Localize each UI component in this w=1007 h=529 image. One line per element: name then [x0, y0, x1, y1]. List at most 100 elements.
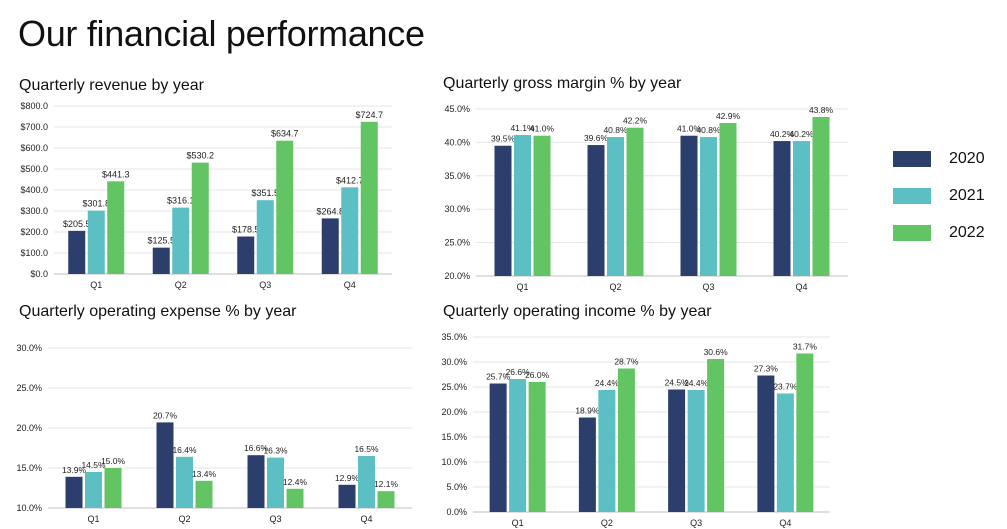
bar-q2-2021 [598, 390, 616, 512]
data-label-q2-2020: 39.6% [584, 133, 609, 143]
y-tick-label: 20.0% [441, 407, 467, 417]
x-tick-label-q1: Q1 [516, 282, 528, 292]
page-title: Our financial performance [18, 13, 425, 54]
data-label-q3-2020: 41.0% [677, 124, 702, 134]
y-tick-label: 20.0% [444, 271, 470, 281]
bar-q2-2022 [626, 127, 644, 276]
y-tick-label: $200.0 [20, 227, 48, 237]
legend-swatch-2020 [893, 150, 931, 167]
data-label-q4-2020: 27.3% [754, 364, 779, 374]
revenue-chart: $0.0 $100.0 $200.0 $300.0 $400.0 $500.0 $600.0… [20, 101, 392, 290]
bar-q3-2022 [707, 359, 725, 512]
y-tick-label: 30.0% [444, 204, 470, 214]
y-tick-label: $700.0 [20, 122, 48, 132]
x-tick-label-q3: Q3 [702, 282, 714, 292]
data-label-q2-2020: $125.5 [147, 236, 175, 246]
data-label-q2-2021: 40.8% [603, 125, 628, 135]
x-tick-label-q4: Q4 [344, 280, 356, 290]
data-label-q1-2021: 41.1% [510, 123, 535, 133]
y-tick-label: 20.0% [16, 423, 42, 433]
bar-q4-2022 [796, 353, 814, 512]
data-label-q1-2020: $205.5 [63, 219, 91, 229]
bar-q4-2022 [812, 117, 830, 277]
bar-q1-2022 [533, 135, 551, 276]
x-tick-label-q1: Q1 [90, 280, 102, 290]
data-label-q4-2022: 31.7% [793, 342, 818, 352]
bar-q2-2022 [195, 480, 213, 508]
bar-q4-2020 [757, 375, 775, 512]
y-tick-label: 10.0% [441, 457, 467, 467]
data-label-q2-2022: $530.2 [186, 151, 214, 161]
bar-q1-2022 [528, 382, 546, 512]
legend-item-2022: 2022 [893, 214, 985, 251]
bar-q2-2022 [191, 162, 209, 274]
data-label-q2-2022: 28.7% [614, 357, 639, 367]
x-tick-label-q1: Q1 [512, 518, 524, 528]
y-tick-label: 35.0% [441, 332, 467, 342]
data-label-q3-2020: 16.6% [244, 443, 269, 453]
x-tick-label-q4: Q4 [360, 514, 372, 524]
data-label-q3-2020: $178.5 [232, 225, 260, 235]
y-tick-label: $400.0 [20, 185, 48, 195]
bar-q4-2021 [793, 141, 810, 276]
x-tick-label-q3: Q3 [690, 518, 702, 528]
data-label-q1-2020: 39.5% [491, 134, 516, 144]
data-label-q3-2021: $351.5 [251, 188, 279, 198]
data-label-q1-2022: 41.0% [530, 124, 555, 134]
data-label-q4-2022: $724.7 [355, 110, 383, 120]
bar-q3-2021 [700, 137, 717, 276]
x-tick-label-q2: Q2 [609, 282, 621, 292]
data-label-q2-2021: 24.4% [595, 378, 620, 388]
y-tick-label: $500.0 [20, 164, 48, 174]
data-label-q1-2021: 14.5% [81, 460, 106, 470]
y-tick-label: $0.0 [30, 269, 48, 279]
bar-q2-2021 [607, 137, 624, 276]
x-tick-label-q2: Q2 [601, 518, 613, 528]
data-label-q1-2021: $301.8 [82, 199, 110, 209]
bar-q4-2021 [776, 393, 794, 512]
data-label-q1-2022: 26.0% [525, 370, 550, 380]
legend-label-2021: 2021 [949, 186, 985, 204]
y-tick-label: $300.0 [20, 206, 48, 216]
bar-q4-2022 [377, 491, 395, 508]
legend-swatch-2022 [893, 224, 931, 241]
data-label-q4-2022: 43.8% [809, 105, 834, 115]
bar-q1-2021 [87, 210, 105, 274]
x-tick-label-q3: Q3 [269, 514, 281, 524]
bar-q3-2022 [719, 123, 737, 276]
y-tick-label: 15.0% [441, 432, 467, 442]
y-tick-label: $600.0 [20, 143, 48, 153]
bar-q2-2020 [578, 417, 596, 512]
data-label-q3-2022: $634.7 [271, 129, 299, 139]
bar-q1-2022 [104, 468, 122, 508]
bar-q3-2020 [237, 236, 255, 274]
bar-q4-2020 [338, 484, 356, 508]
data-label-q3-2021: 24.4% [684, 378, 709, 388]
x-tick-label-q3: Q3 [259, 280, 271, 290]
y-tick-label: 35.0% [444, 171, 470, 181]
bar-q3-2020 [680, 135, 698, 276]
bar-q1-2021 [85, 472, 102, 508]
data-label-q2-2022: 42.2% [623, 116, 648, 126]
data-label-q4-2021: 23.7% [773, 382, 798, 392]
data-label-q2-2021: 16.4% [172, 445, 197, 455]
data-label-q3-2021: 40.8% [696, 125, 721, 135]
bar-q3-2021 [267, 457, 284, 508]
y-tick-label: 25.0% [444, 238, 470, 248]
bar-q1-2020 [494, 145, 512, 276]
bar-q2-2021 [176, 456, 193, 508]
y-tick-label: $800.0 [20, 101, 48, 111]
y-tick-label: 5.0% [446, 482, 467, 492]
data-label-q3-2020: 24.5% [665, 378, 690, 388]
bar-q3-2022 [276, 140, 294, 274]
data-label-q2-2021: $316.1 [167, 196, 195, 206]
data-label-q3-2022: 42.9% [716, 111, 741, 121]
bar-q4-2021 [358, 456, 375, 508]
bar-q4-2022 [360, 121, 378, 274]
y-tick-label: 15.0% [16, 463, 42, 473]
bar-q3-2020 [668, 389, 686, 512]
bar-q1-2021 [509, 379, 527, 512]
gross-margin-chart: 20.0%25.0%30.0%35.0%40.0%45.0%Q139.5%41.… [444, 104, 848, 292]
data-label-q2-2022: 13.4% [192, 469, 217, 479]
bar-q4-2020 [773, 141, 791, 276]
